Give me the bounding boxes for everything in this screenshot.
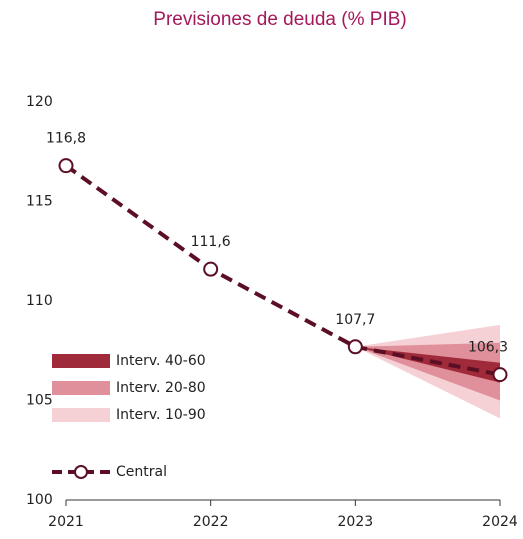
legend-swatch [52, 354, 110, 368]
legend-marker [74, 465, 88, 479]
fan-band [355, 346, 500, 383]
y-tick-label: 110 [26, 293, 53, 309]
point [492, 367, 508, 383]
x-tick-label: 2021 [48, 514, 84, 530]
y-tick-label: 120 [26, 94, 53, 110]
legend-label: Interv. 40-60 [116, 353, 206, 369]
data-label: 116,8 [46, 131, 86, 147]
x-tick-label: 2022 [193, 514, 229, 530]
legend-label: Interv. 10-90 [116, 407, 206, 423]
y-tick-label: 105 [26, 393, 53, 409]
chart-title: Previsiones de deuda (% PIB) [153, 9, 406, 30]
point [347, 339, 363, 355]
y-tick-label: 115 [26, 194, 53, 210]
data-label: 111,6 [191, 234, 231, 250]
point [58, 158, 74, 174]
fan-band [355, 342, 500, 401]
x-tick-label: 2023 [338, 514, 374, 530]
data-label: 107,7 [335, 312, 375, 328]
y-tick-label: 100 [26, 492, 53, 508]
x-tick-label: 2024 [482, 514, 518, 530]
point [203, 261, 219, 277]
legend-swatch [52, 408, 110, 422]
data-label: 106,3 [468, 340, 508, 356]
legend-label: Interv. 20-80 [116, 380, 206, 396]
legend-swatch [52, 381, 110, 395]
legend-label: Central [116, 464, 167, 480]
